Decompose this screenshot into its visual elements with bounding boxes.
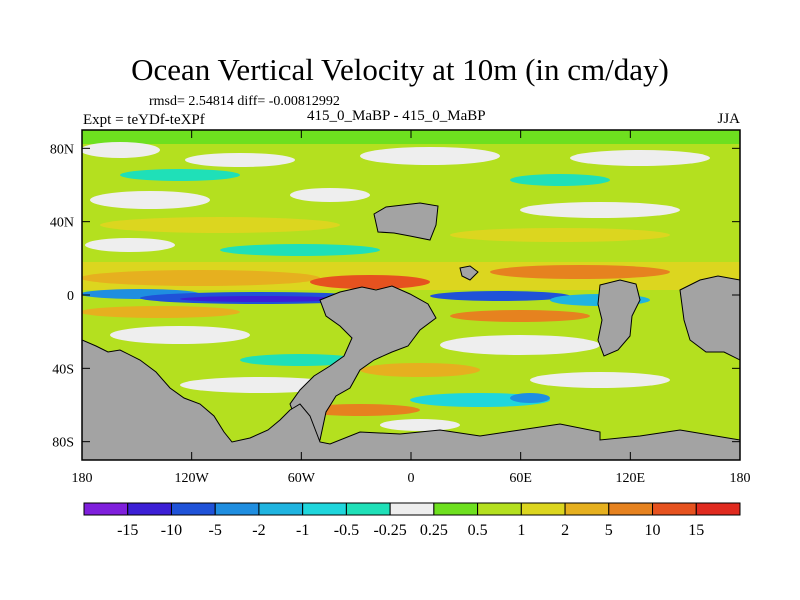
cyan-patch [240, 354, 360, 366]
colorbar-label: -5 [209, 522, 222, 539]
colorbar-label: -2 [252, 522, 265, 539]
colorbar-label: 10 [645, 522, 661, 539]
season-label: JJA [717, 111, 740, 127]
chart-title: Ocean Vertical Velocity at 10m (in cm/da… [131, 52, 669, 87]
colorbar-swatch [433, 502, 479, 516]
colorbar-label: 15 [688, 522, 704, 539]
landmass-east [679, 275, 740, 361]
x-tick-label: 180 [730, 471, 751, 486]
white-patch [185, 153, 295, 167]
colorbar-swatch [389, 502, 435, 516]
cyan-patch [120, 169, 240, 181]
colorbar-swatch [302, 502, 347, 516]
y-tick-label: 0 [67, 289, 74, 304]
white-patch [380, 419, 460, 431]
orange-band [300, 404, 420, 416]
landmass-africa [597, 279, 641, 357]
cyan-patch [510, 174, 610, 186]
colorbar: -15 -10 -5 -2 -1 -0.5 -0.25 0.25 0.5 1 2 5 10 15 [83, 502, 741, 539]
cyan-patch [220, 244, 380, 256]
colorbar-swatch [477, 502, 522, 516]
landmass-south-america [289, 285, 437, 441]
red-band [310, 275, 430, 289]
white-patch [530, 372, 670, 388]
colorbar-label: -15 [117, 522, 138, 539]
deep-blue-band [180, 296, 340, 302]
colorbar-swatch [564, 502, 610, 516]
white-patch [90, 191, 210, 209]
y-tick-label: 80N [50, 142, 74, 157]
y-axis: 80N 40N 0 40S 80S [50, 142, 740, 451]
white-patch [180, 377, 340, 393]
y-tick-label: 40S [52, 362, 74, 377]
colorbar-swatch [258, 502, 304, 516]
x-tick-label: 180 [72, 471, 93, 486]
colorbar-label: 5 [605, 522, 613, 539]
colorbar-label: 0.5 [468, 522, 488, 539]
x-tick-label: 120E [616, 471, 646, 486]
colorbar-swatch [520, 502, 566, 516]
x-tick-label: 0 [408, 471, 415, 486]
colorbar-swatch [608, 502, 654, 516]
y-tick-label: 40N [50, 216, 74, 231]
colorbar-label: -0.25 [373, 522, 406, 539]
orange-band [82, 306, 240, 318]
landmass-antarctica [82, 339, 740, 460]
white-patch [520, 202, 680, 218]
orange-band [82, 270, 320, 286]
colorbar-swatch [652, 502, 697, 516]
white-patch [85, 238, 175, 252]
colorbar-label: 1 [517, 522, 525, 539]
colorbar-swatch [345, 502, 391, 516]
yellow-band [450, 228, 670, 242]
yellow-band [100, 217, 340, 233]
white-patch [82, 142, 160, 158]
blue-patch [510, 393, 550, 403]
colorbar-label: 2 [561, 522, 569, 539]
white-patch [110, 326, 250, 344]
orange-band [450, 310, 590, 322]
experiment-label: Expt = teYDf-teXPf [83, 112, 205, 128]
landmass-central [459, 265, 479, 281]
colorbar-swatch [170, 502, 216, 516]
colorbar-label: 0.25 [420, 522, 448, 539]
colorbar-label: -1 [296, 522, 309, 539]
x-tick-label: 60W [288, 471, 316, 486]
orange-band [490, 265, 670, 279]
stats-line: rmsd= 2.54814 diff= -0.00812992 [149, 94, 340, 109]
map-field [82, 130, 740, 460]
colorbar-label: -0.5 [334, 522, 359, 539]
y-tick-label: 80S [52, 436, 74, 451]
colorbar-swatch [695, 502, 741, 516]
white-patch [440, 335, 600, 355]
x-tick-label: 60E [509, 471, 532, 486]
colorbar-swatch [127, 502, 172, 516]
white-patch [570, 150, 710, 166]
orange-band [360, 363, 480, 377]
white-patch [360, 147, 500, 165]
center-label: 415_0_MaBP - 415_0_MaBP [307, 108, 486, 124]
x-axis: 180 120W 60W 0 60E 120E 180 [72, 130, 751, 486]
landmass-north [373, 202, 439, 241]
colorbar-label: -10 [161, 522, 182, 539]
land [82, 202, 740, 460]
x-tick-label: 120W [175, 471, 210, 486]
colorbar-swatch [214, 502, 260, 516]
blue-band [430, 291, 570, 301]
colorbar-swatch [83, 502, 129, 516]
white-patch [290, 188, 370, 202]
